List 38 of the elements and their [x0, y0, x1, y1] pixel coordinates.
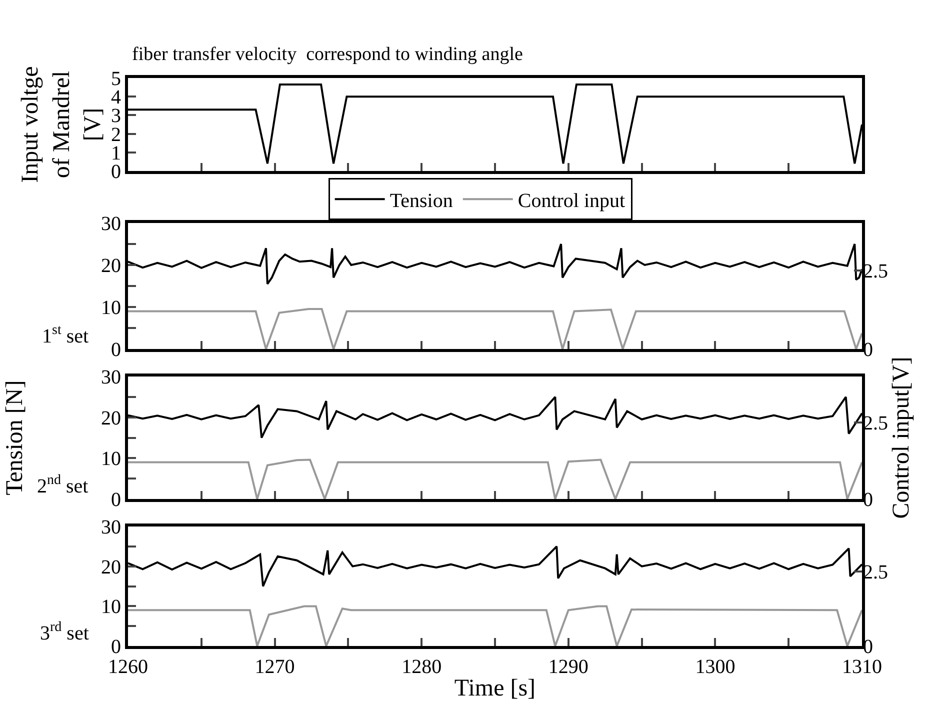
line-series [128, 605, 862, 646]
y-tick-label: 20 [101, 255, 121, 277]
y-tick-label: 0 [111, 489, 121, 511]
y2-axis-title: Control input[V] [888, 356, 914, 519]
line-series [128, 308, 862, 349]
line-series [128, 458, 862, 499]
y-tick-label: 0 [111, 339, 121, 361]
y-tick-label: 0 [111, 636, 121, 658]
x-axis-title: Time [s] [454, 675, 536, 702]
line-series [128, 243, 862, 285]
y-tick-label: 10 [101, 297, 121, 319]
x-tick-label: 1310 [842, 656, 882, 678]
y-tick-label: 30 [101, 516, 121, 538]
y2-tick-label: 2.5 [863, 561, 888, 584]
y-tick-label: 20 [101, 407, 121, 430]
x-tick-label: 1300 [695, 656, 736, 678]
chart-title: fiber transfer velocity correspond to winding angle [132, 44, 523, 65]
legend-label: Tension [390, 190, 453, 212]
x-tick-label: 1260 [108, 656, 148, 678]
y-tick-label: 30 [101, 213, 121, 235]
y-tick-label: 10 [101, 448, 121, 470]
y-axis-title: Tension [N] [2, 380, 28, 496]
x-tick-label: 1290 [548, 656, 588, 678]
text: 2$^{nd}$ set [37, 473, 89, 498]
y2-tick-label: 2.5 [863, 260, 888, 282]
line-series [128, 396, 862, 439]
text: 1$^{st}$ set [42, 323, 90, 348]
y-tick-label: 10 [101, 596, 121, 618]
legend-label: Control input [518, 190, 626, 212]
line-series [128, 84, 862, 165]
x-tick-label: 1280 [402, 656, 442, 678]
y-tick-label: 20 [101, 556, 121, 578]
x-tick-label: 1270 [254, 656, 295, 678]
line-series [128, 545, 862, 588]
y2-tick-label: 2.5 [863, 412, 888, 434]
y-tick-label: 30 [101, 366, 121, 388]
y-axis-title: Input voltge of Mandrel [V] [18, 66, 106, 183]
text: 3$^{rd}$ set [40, 620, 90, 644]
